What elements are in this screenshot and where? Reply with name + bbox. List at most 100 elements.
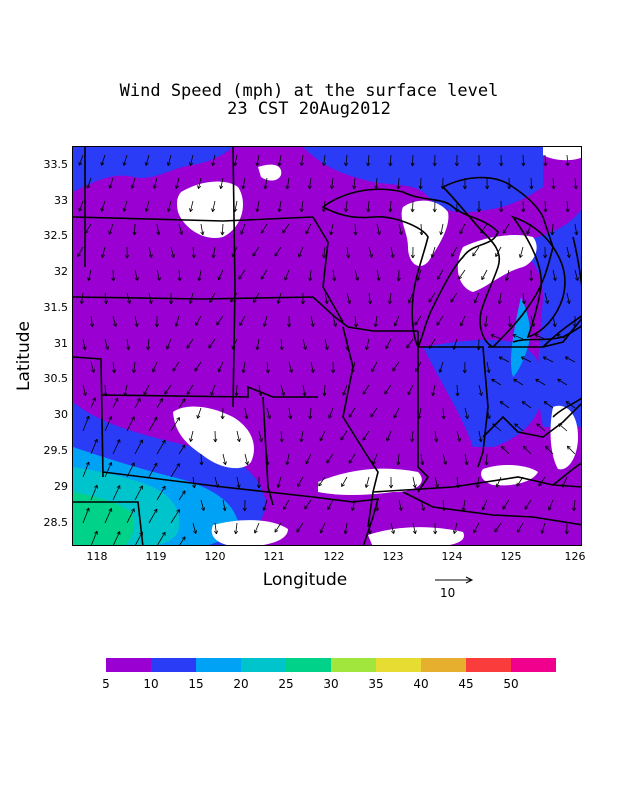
wind-vector <box>439 361 444 373</box>
wind-vector <box>320 522 326 534</box>
wind-vector <box>264 177 268 189</box>
wind-vector-head <box>438 368 441 373</box>
wind-vector <box>530 315 535 327</box>
wind-vector <box>541 522 546 534</box>
wind-vector-head <box>265 461 269 466</box>
wind-vector-head <box>432 162 435 167</box>
wind-vector <box>318 476 326 487</box>
wind-vector-head <box>129 300 132 304</box>
wind-vector-head <box>495 254 499 257</box>
wind-vector <box>148 416 158 432</box>
wind-vector <box>222 407 224 420</box>
wind-vector <box>148 462 158 478</box>
wind-vector-head <box>85 231 89 234</box>
wind-vector-head <box>253 300 257 303</box>
wind-vector <box>512 334 524 340</box>
wind-vector <box>178 223 183 235</box>
wind-vector <box>164 384 172 395</box>
wind-vector-head <box>277 300 281 304</box>
wind-vector-head <box>260 277 265 280</box>
wind-vector-head <box>256 162 260 167</box>
wind-vector-head <box>242 369 246 374</box>
wind-vector-head <box>136 323 139 327</box>
wind-vector <box>266 407 271 419</box>
wind-vector-head <box>202 231 205 235</box>
wind-vector <box>175 315 180 327</box>
wind-vector-head <box>554 323 557 327</box>
wind-vector-head <box>462 507 466 512</box>
wind-vector <box>214 522 217 534</box>
wind-vector-head <box>575 277 579 281</box>
wind-vector <box>332 269 336 281</box>
wind-vector-head <box>421 231 424 236</box>
wind-vector-head <box>153 462 158 466</box>
wind-vector-head <box>154 323 158 328</box>
wind-vector-head <box>351 507 355 511</box>
wind-vector <box>112 315 117 327</box>
wind-vector-head <box>459 438 462 442</box>
wind-vector-head <box>434 438 437 443</box>
wind-vector-head <box>439 369 443 373</box>
wind-vector-head <box>366 162 369 167</box>
wind-vector <box>90 361 95 373</box>
wind-vector-head <box>452 530 455 534</box>
wind-vector-head <box>577 277 579 281</box>
wind-vector-head <box>283 507 287 510</box>
wind-vector-head <box>153 185 157 189</box>
wind-vector-head <box>436 323 441 326</box>
wind-vector-head <box>210 391 212 396</box>
wind-vector-head <box>200 231 204 236</box>
wind-vector <box>297 476 304 487</box>
wind-vector-head <box>397 461 401 466</box>
wind-vector <box>131 177 136 189</box>
wind-vector-head <box>211 254 214 258</box>
wind-vector <box>145 154 150 166</box>
wind-vector-head <box>389 162 393 167</box>
wind-vector-head <box>373 323 376 328</box>
wind-vector-head <box>497 300 500 305</box>
wind-vector <box>212 200 216 212</box>
wind-vector-head <box>193 254 196 259</box>
wind-vector-head <box>105 300 108 305</box>
wind-vector <box>367 154 370 166</box>
wind-vector-head <box>486 415 490 419</box>
wind-vector-head <box>392 369 397 372</box>
wind-vector-head <box>366 208 369 213</box>
wind-vector-head <box>460 323 464 327</box>
wind-vector <box>522 445 532 455</box>
wind-vector-head <box>344 162 347 167</box>
wind-vector <box>256 338 260 350</box>
wind-vector-head <box>137 277 139 281</box>
wind-vector-head <box>92 323 95 328</box>
wind-vector <box>278 154 282 166</box>
wind-vector <box>153 177 158 189</box>
wind-vector <box>464 453 468 465</box>
wind-vector <box>566 154 569 166</box>
wind-vector-head <box>434 208 437 213</box>
wind-vector-head <box>478 438 482 443</box>
wind-vector <box>84 223 92 234</box>
wind-vector-head <box>500 162 504 167</box>
wind-vector-head <box>421 507 425 511</box>
wind-vector <box>524 499 532 510</box>
wind-vector-head <box>262 323 265 327</box>
wind-vector <box>222 499 226 511</box>
wind-vector <box>346 292 351 304</box>
wind-vector-head <box>305 346 307 350</box>
wind-vector <box>516 476 524 487</box>
wind-vector-head <box>348 415 353 418</box>
wind-vector-head <box>385 346 389 350</box>
wind-vector-head <box>176 509 180 512</box>
wind-vector-head <box>166 208 169 212</box>
wind-vector-head <box>144 208 147 212</box>
wind-vector-head <box>464 369 467 374</box>
wind-vector <box>392 361 400 372</box>
wind-vector-head <box>521 300 525 305</box>
wind-vector <box>258 430 263 442</box>
wind-vector-head <box>348 461 353 464</box>
wind-vector-head <box>499 208 502 213</box>
wind-vector-head <box>288 415 292 420</box>
wind-vector-head <box>196 414 198 419</box>
wind-vector-head <box>234 208 238 213</box>
wind-vector-head <box>88 277 92 281</box>
